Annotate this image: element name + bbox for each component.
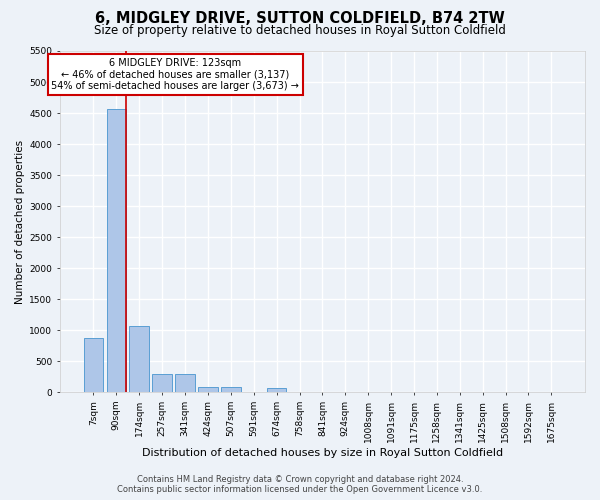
- Text: 6 MIDGLEY DRIVE: 123sqm
← 46% of detached houses are smaller (3,137)
54% of semi: 6 MIDGLEY DRIVE: 123sqm ← 46% of detache…: [52, 58, 299, 91]
- Bar: [198, 386, 218, 392]
- Bar: [175, 374, 195, 392]
- Bar: [221, 387, 241, 392]
- Bar: [83, 338, 103, 392]
- X-axis label: Distribution of detached houses by size in Royal Sutton Coldfield: Distribution of detached houses by size …: [142, 448, 503, 458]
- Text: Contains HM Land Registry data © Crown copyright and database right 2024.
Contai: Contains HM Land Registry data © Crown c…: [118, 474, 482, 494]
- Bar: [130, 326, 149, 392]
- Bar: [267, 388, 286, 392]
- Bar: [152, 374, 172, 392]
- Bar: [107, 110, 126, 392]
- Y-axis label: Number of detached properties: Number of detached properties: [15, 140, 25, 304]
- Text: 6, MIDGLEY DRIVE, SUTTON COLDFIELD, B74 2TW: 6, MIDGLEY DRIVE, SUTTON COLDFIELD, B74 …: [95, 11, 505, 26]
- Text: Size of property relative to detached houses in Royal Sutton Coldfield: Size of property relative to detached ho…: [94, 24, 506, 37]
